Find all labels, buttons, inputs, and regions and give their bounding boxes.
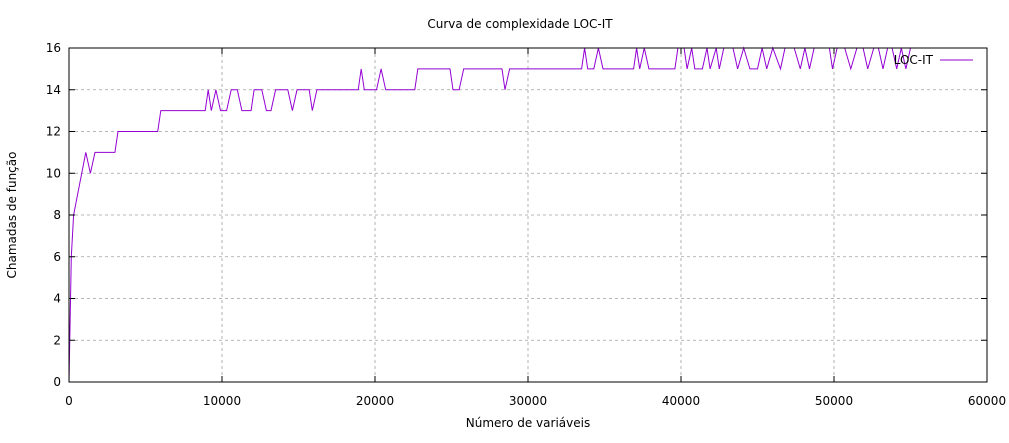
x-axis-label: Número de variáveis [466,416,590,430]
y-tick-label: 8 [53,208,61,222]
y-tick-label: 12 [46,125,61,139]
legend-label: LOC-IT [894,53,934,67]
x-tick-label: 50000 [815,394,853,408]
x-tick-label: 20000 [356,394,394,408]
y-tick-label: 0 [53,375,61,389]
y-tick-label: 14 [46,83,61,97]
y-tick-label: 6 [53,250,61,264]
grid-lines [69,48,987,382]
y-tick-label: 2 [53,333,61,347]
x-tick-label: 30000 [509,394,547,408]
x-tick-label: 10000 [203,394,241,408]
x-tick-label: 0 [65,394,73,408]
y-axis-label: Chamadas de função [5,152,19,279]
x-axis: 0 10000 20000 30000 40000 50000 60000 [65,48,1006,408]
x-tick-label: 40000 [662,394,700,408]
y-axis: 0 2 4 6 8 10 12 14 16 [46,41,987,389]
y-tick-label: 4 [53,292,61,306]
x-tick-label: 60000 [968,394,1006,408]
y-tick-label: 16 [46,41,61,55]
chart-title: Curva de complexidade LOC-IT [427,17,613,31]
legend: LOC-IT [894,53,973,67]
y-tick-label: 10 [46,166,61,180]
